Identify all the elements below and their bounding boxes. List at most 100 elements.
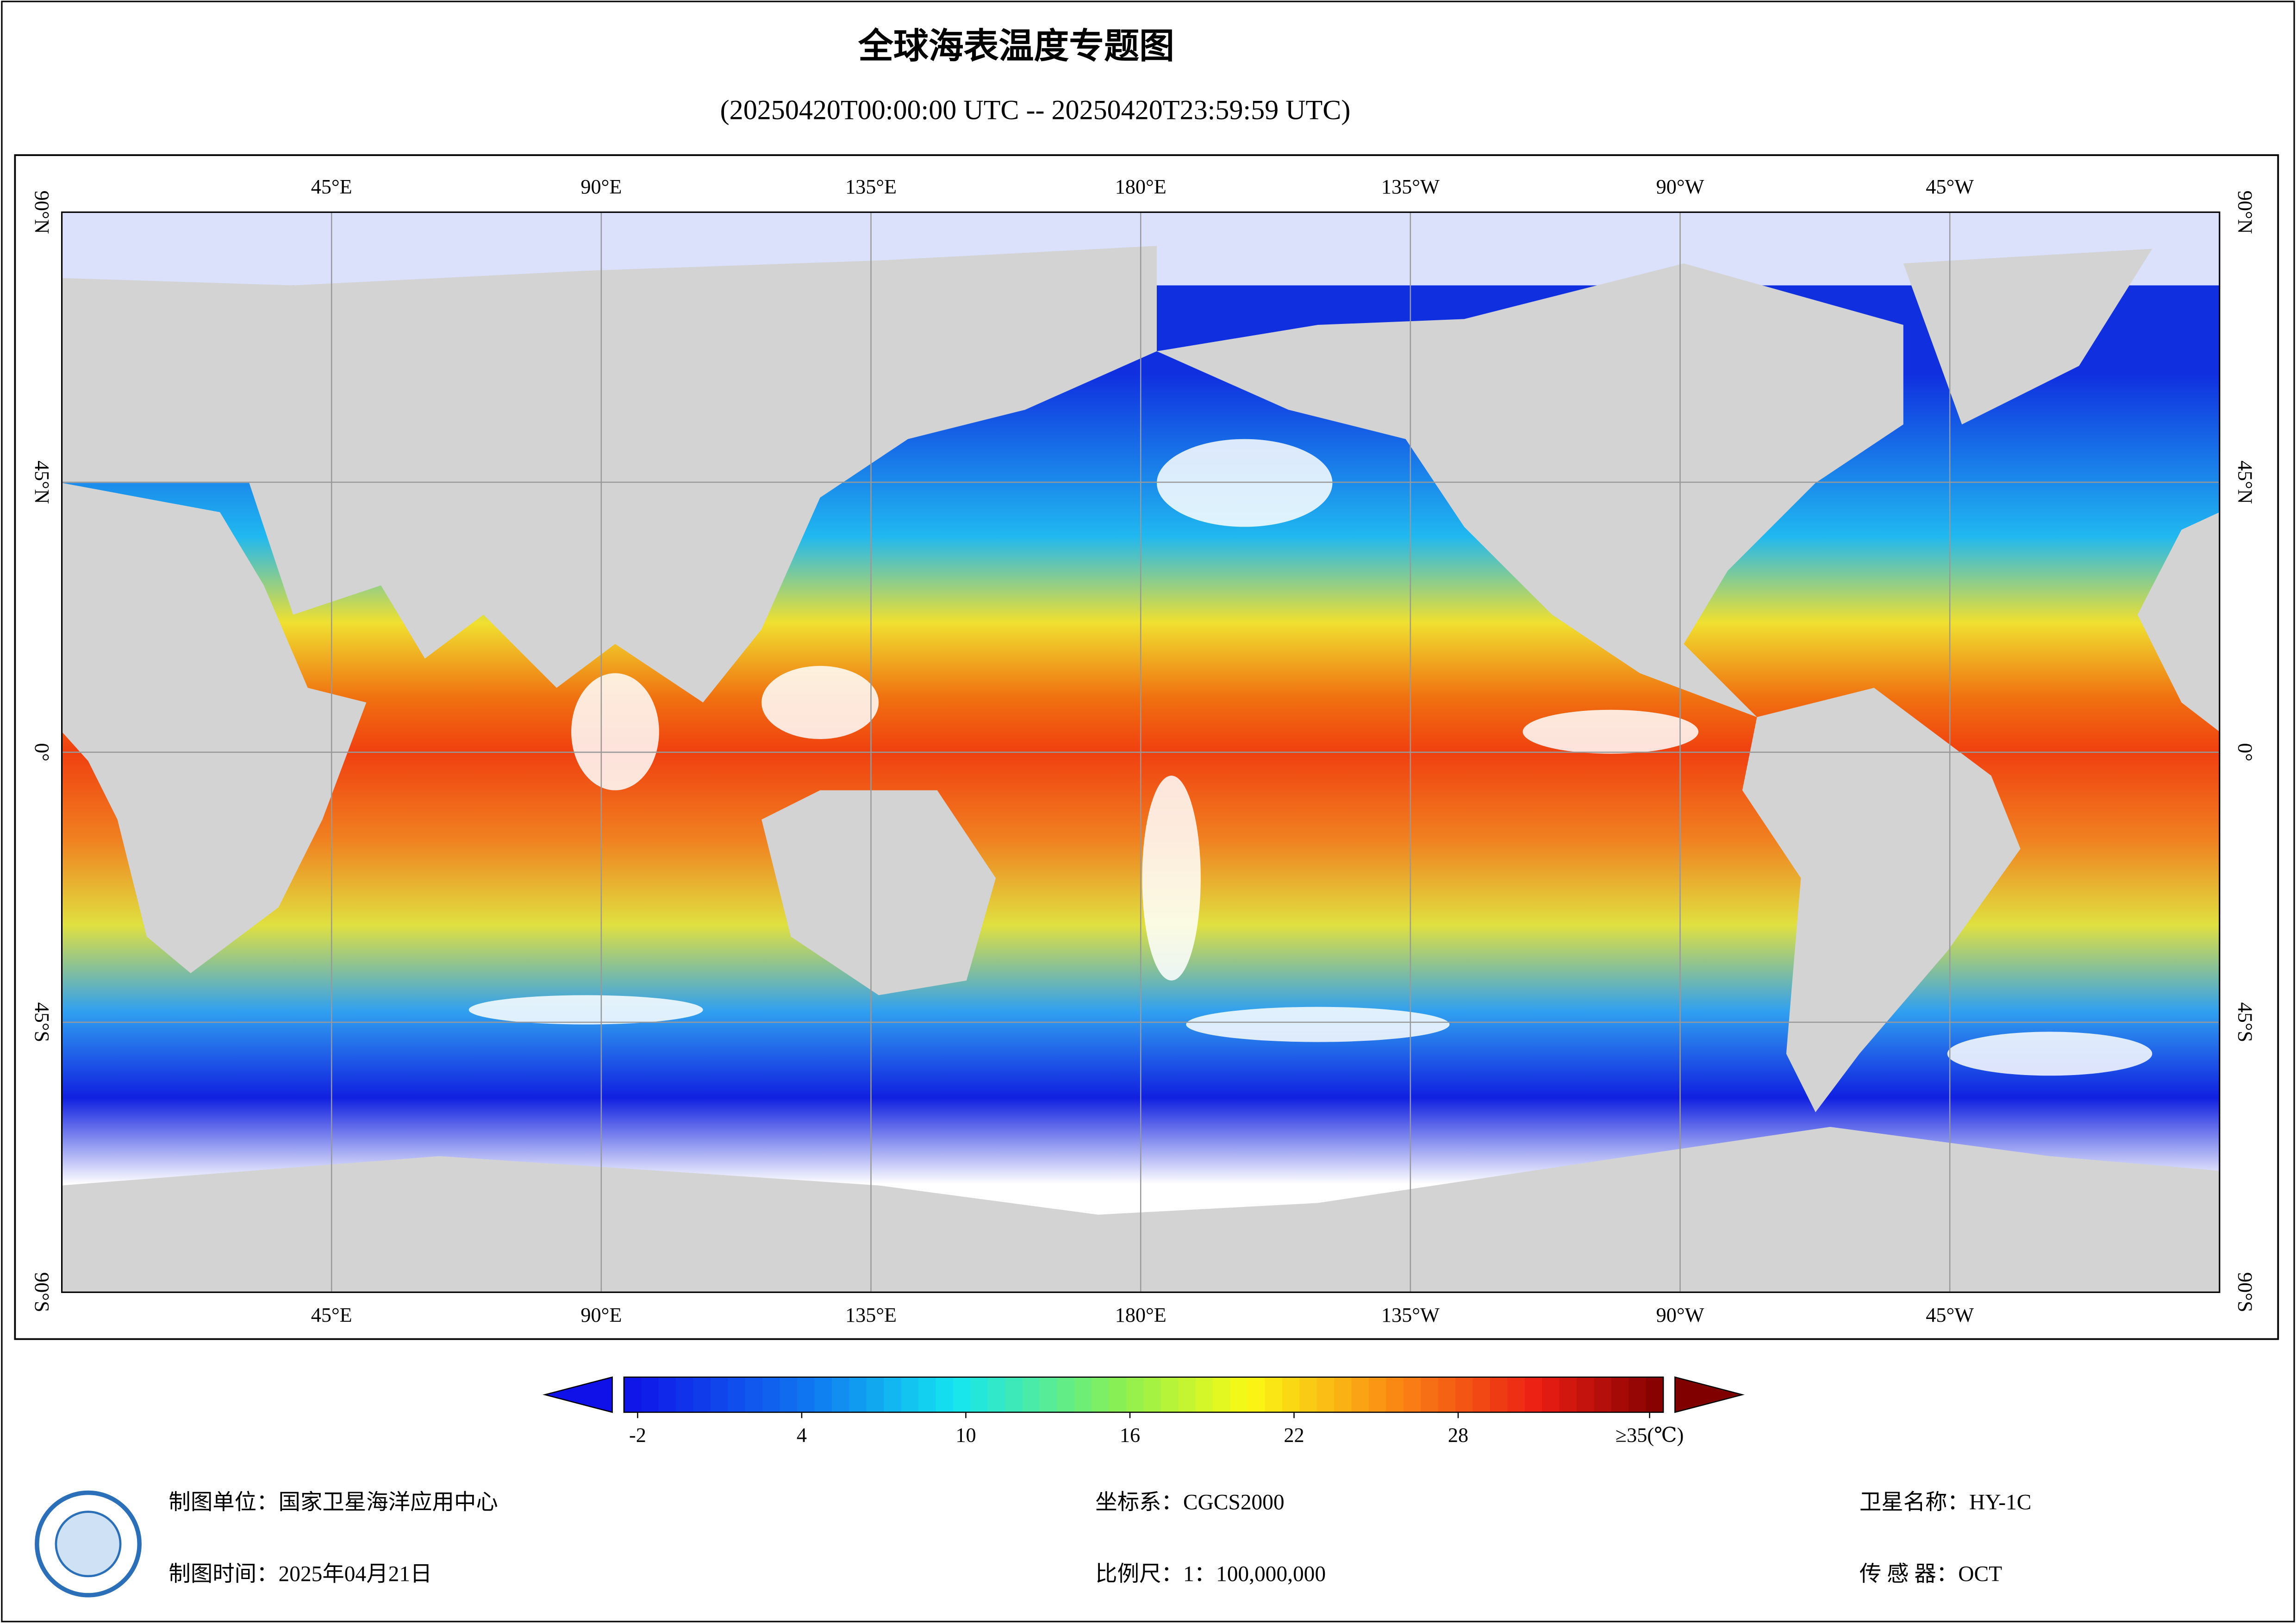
- colorbar-cell: [953, 1377, 971, 1412]
- lat-label: 90°S: [31, 1272, 53, 1312]
- colorbar-cell: [1057, 1377, 1075, 1412]
- colorbar-cell: [1351, 1377, 1369, 1412]
- lon-label: 45°E: [311, 175, 352, 198]
- colorbar-cell: [710, 1377, 729, 1412]
- colorbar-cell: [1490, 1377, 1508, 1412]
- colorbar-cell: [1299, 1377, 1317, 1412]
- colorbar-cell: [1195, 1377, 1214, 1412]
- lon-label: 45°E: [311, 1304, 352, 1326]
- colorbar-cell: [1230, 1377, 1248, 1412]
- lon-label: 135°W: [1381, 1304, 1440, 1326]
- colorbar-cell: [1213, 1377, 1231, 1412]
- title: 全球海表温度专题图: [858, 25, 1174, 66]
- colorbar-cell: [1005, 1377, 1023, 1412]
- footer-unit: 制图单位：国家卫星海洋应用中心: [168, 1491, 498, 1515]
- colorbar-cell: [1282, 1377, 1300, 1412]
- colorbar-label: 16: [1120, 1424, 1140, 1447]
- colorbar-cell: [814, 1377, 832, 1412]
- lon-label: 90°W: [1656, 175, 1704, 198]
- colorbar-cell: [987, 1377, 1006, 1412]
- colorbar-cell: [1542, 1377, 1560, 1412]
- lon-label: 135°W: [1381, 175, 1440, 198]
- colorbar-arrows: [543, 1376, 1745, 1413]
- colorbar-cell: [1628, 1377, 1647, 1412]
- colorbar-cell: [831, 1377, 850, 1412]
- footer-scale: 比例尺：1：100,000,000: [1095, 1562, 1326, 1586]
- lat-label: 90°N: [31, 191, 53, 234]
- colorbar-cell: [1559, 1377, 1577, 1412]
- footer-time: 制图时间：2025年04月21日: [168, 1562, 432, 1586]
- colorbar-cell: [1472, 1377, 1491, 1412]
- footer-sensor: 传 感 器：OCT: [1859, 1562, 2002, 1586]
- colorbar-cell: [1611, 1377, 1629, 1412]
- lon-label: 45°W: [1926, 1304, 1974, 1326]
- colorbar-label: ≥35(℃): [1616, 1424, 1684, 1447]
- map-frame: [14, 154, 2279, 1340]
- colorbar-cell: [970, 1377, 988, 1412]
- lon-label: 90°E: [580, 175, 622, 198]
- colorbar-cell: [780, 1377, 798, 1412]
- colorbar-cell: [658, 1377, 677, 1412]
- colorbar-cell: [936, 1377, 954, 1412]
- lon-label: 135°E: [845, 1304, 897, 1326]
- lat-label: 45°N: [2234, 460, 2256, 504]
- lon-label: 135°E: [845, 175, 897, 198]
- lon-label: 90°E: [580, 1304, 622, 1326]
- colorbar-cell: [1386, 1377, 1404, 1412]
- colorbar-cell: [1039, 1377, 1058, 1412]
- colorbar-cell: [693, 1377, 711, 1412]
- colorbar-cell: [641, 1377, 659, 1412]
- map-border: [61, 211, 2221, 1293]
- colorbar-cell: [624, 1377, 642, 1412]
- colorbar-cell: [1143, 1377, 1161, 1412]
- lat-label: 0°: [2234, 743, 2256, 762]
- footer-crs: 坐标系：CGCS2000: [1095, 1491, 1284, 1515]
- lon-label: 180°E: [1115, 1304, 1167, 1326]
- colorbar-cell: [676, 1377, 694, 1412]
- colorbar-cell: [1646, 1377, 1664, 1412]
- lat-label: 45°S: [2234, 1002, 2256, 1043]
- colorbar-cell: [728, 1377, 746, 1412]
- colorbar-cell: [1074, 1377, 1092, 1412]
- colorbar-cell: [884, 1377, 902, 1412]
- colorbar-label: 22: [1284, 1424, 1304, 1447]
- colorbar-cell: [1160, 1377, 1179, 1412]
- colorbar-cell: [918, 1377, 936, 1412]
- colorbar-cell: [1248, 1377, 1266, 1412]
- map-area: [61, 211, 2221, 1293]
- colorbar-cell: [762, 1377, 780, 1412]
- colorbar-cell: [1265, 1377, 1283, 1412]
- footer-satellite: 卫星名称：HY-1C: [1859, 1491, 2031, 1515]
- colorbar-cell: [1403, 1377, 1422, 1412]
- colorbar-cell: [1334, 1377, 1352, 1412]
- colorbar-cell: [1126, 1377, 1144, 1412]
- colorbar-cell: [1524, 1377, 1543, 1412]
- colorbar-cell: [901, 1377, 919, 1412]
- colorbar-cell: [1507, 1377, 1525, 1412]
- colorbar-cell: [797, 1377, 815, 1412]
- colorbar-cell: [1178, 1377, 1196, 1412]
- colorbar-label: 28: [1448, 1424, 1468, 1447]
- lat-label: 45°S: [31, 1002, 53, 1043]
- colorbar-cell: [1316, 1377, 1335, 1412]
- colorbar-label: 10: [955, 1424, 976, 1447]
- colorbar-cell: [1577, 1377, 1595, 1412]
- colorbar-cell: [1594, 1377, 1612, 1412]
- lat-label: 45°N: [31, 460, 53, 504]
- colorbar-cell: [849, 1377, 867, 1412]
- lat-label: 90°N: [2234, 191, 2256, 234]
- colorbar-cell: [1455, 1377, 1473, 1412]
- colorbar-cell: [1421, 1377, 1439, 1412]
- colorbar-cell: [866, 1377, 885, 1412]
- colorbar-cell: [1438, 1377, 1456, 1412]
- colorbar-frame: [623, 1376, 1664, 1413]
- subtitle: (20250420T00:00:00 UTC -- 20250420T23:59…: [720, 94, 1351, 125]
- colorbar-cell: [1368, 1377, 1387, 1412]
- colorbar-cell: [1109, 1377, 1127, 1412]
- colorbar-cell: [1022, 1377, 1040, 1412]
- logo-globe: [55, 1511, 122, 1578]
- lat-label: 90°S: [2234, 1272, 2256, 1312]
- lon-label: 45°W: [1926, 175, 1974, 198]
